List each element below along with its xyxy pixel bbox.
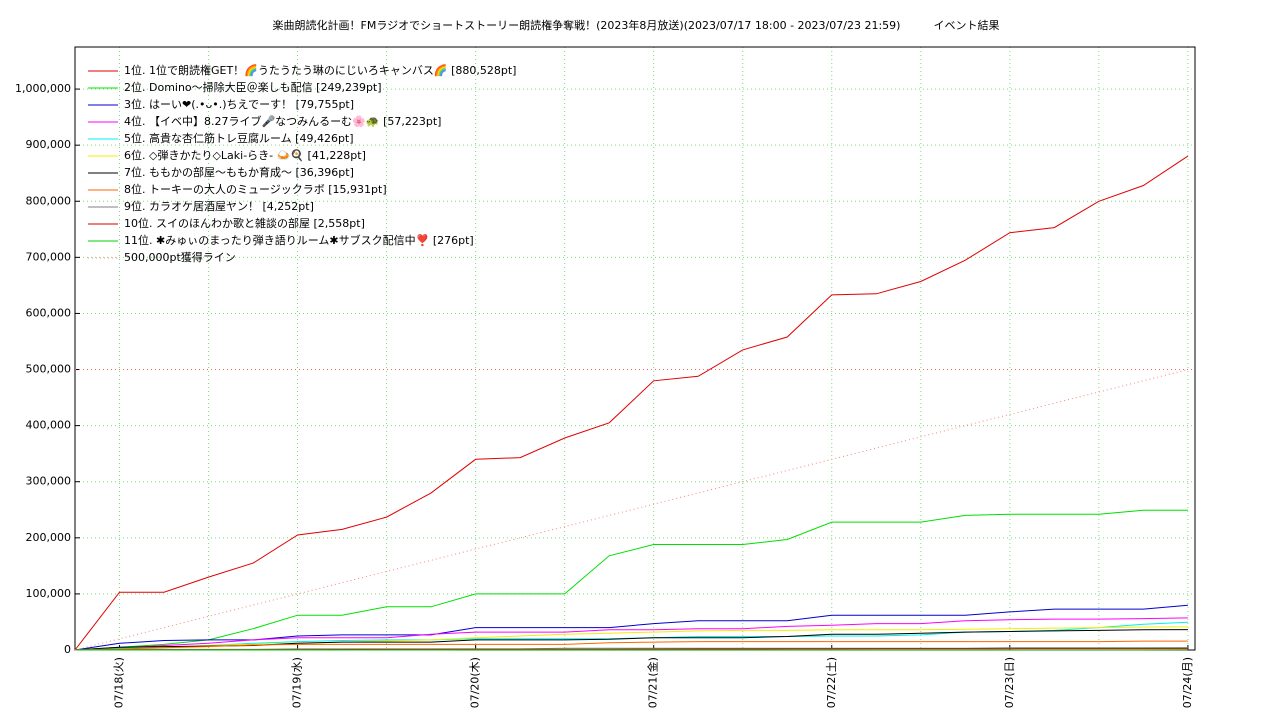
legend-label: 5位. 高貴な杏仁筋トレ豆腐ルーム [49,426pt] xyxy=(124,131,354,145)
legend-label: 11位. ✱みゅぃのまったり弾き語りルーム✱サブスク配信中❣️ [276pt] xyxy=(124,233,474,247)
y-tick-label: 600,000 xyxy=(26,306,72,319)
y-tick-label: 1,000,000 xyxy=(15,82,71,95)
series-line xyxy=(74,155,1189,651)
legend-label: 2位. Domino〜掃除大臣＠楽しも配信 [249,239pt] xyxy=(124,80,382,94)
y-tick-label: 700,000 xyxy=(26,250,72,263)
x-tick-label: 07/24(月) xyxy=(1181,657,1194,708)
legend-label: 4位. 【イベ中】8.27ライブ🎤なつみんるーむ🌸🐢 [57,223pt] xyxy=(124,114,441,128)
x-tick-label: 07/21(金) xyxy=(646,657,660,708)
legend-label: 7位. ももかの部屋〜ももか育成〜 [36,396pt] xyxy=(124,165,354,179)
y-tick-label: 100,000 xyxy=(26,587,72,600)
y-tick-label: 0 xyxy=(64,643,71,656)
legend-label: 3位. はーい❤(.•ᴗ•.)ちえでーす！ [79,755pt] xyxy=(124,97,354,111)
y-tick-label: 900,000 xyxy=(26,138,72,151)
legend-label: 9位. カラオケ居酒屋ヤン！ [4,252pt] xyxy=(124,199,314,213)
y-tick-label: 400,000 xyxy=(26,419,72,432)
legend-label: 500,000pt獲得ライン xyxy=(124,251,236,264)
x-tick-label: 07/18(火) xyxy=(113,657,126,708)
chart-title: 楽曲朗読化計画！FMラジオでショートストーリー朗読権争奪戦！(2023年8月放送… xyxy=(273,18,1000,32)
legend-label: 8位. トーキーの大人のミュージックラボ [15,931pt] xyxy=(124,182,387,196)
y-tick-label: 800,000 xyxy=(26,194,72,207)
y-tick-label: 500,000 xyxy=(26,363,72,376)
x-tick-label: 07/20(木) xyxy=(469,657,482,708)
legend-label: 6位. ◇弾きかたり◇Laki-らき- 🍛🍳 [41,228pt] xyxy=(124,148,366,162)
series-line xyxy=(74,640,1188,651)
legend-label: 1位. 1位で朗読権GET！🌈うたうたう琳のにじいろキャンバス🌈 [880,52… xyxy=(124,63,516,77)
series-line xyxy=(74,604,1188,651)
series-line xyxy=(74,509,1188,651)
x-tick-label: 07/19(水) xyxy=(291,657,304,708)
series-line xyxy=(74,369,1189,651)
y-tick-label: 200,000 xyxy=(26,531,72,544)
y-tick-label: 300,000 xyxy=(26,475,72,488)
x-tick-label: 07/23(日) xyxy=(1003,657,1016,708)
legend-label: 10位. スイのほんわか歌と雑談の部屋 [2,558pt] xyxy=(124,216,365,230)
series-line xyxy=(74,626,1188,651)
x-tick-label: 07/22(土) xyxy=(825,657,838,708)
series-line xyxy=(74,617,1188,651)
